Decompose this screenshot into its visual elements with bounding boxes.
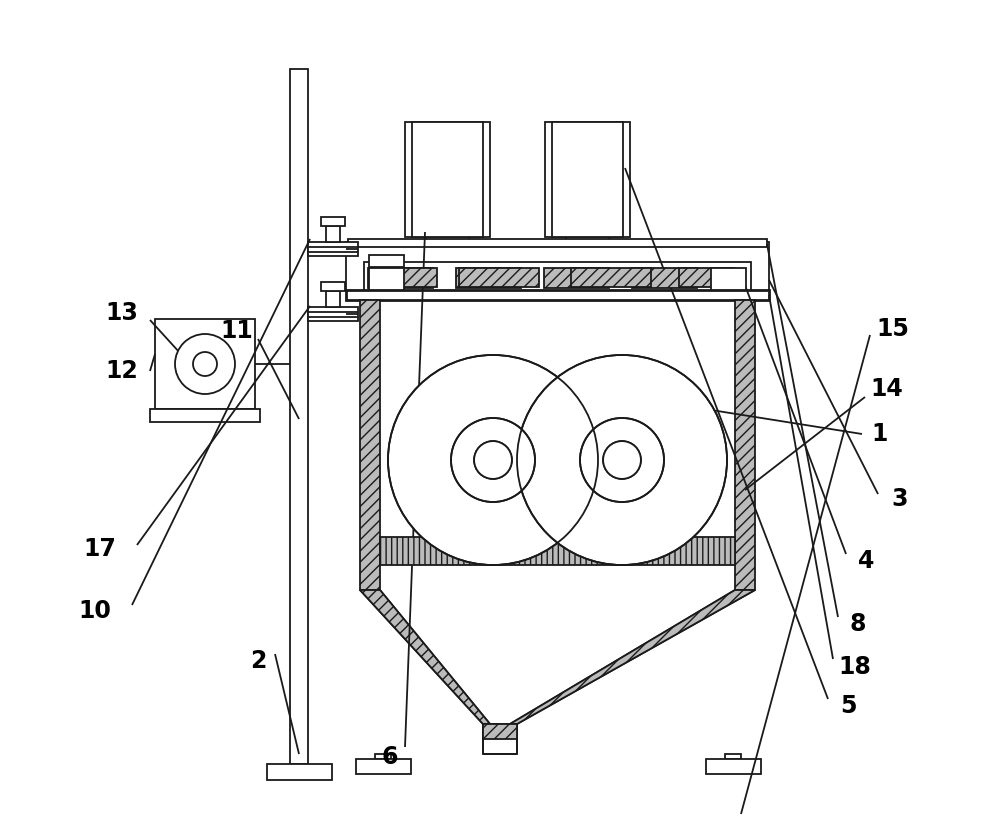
Text: 17: 17 [84, 537, 116, 561]
Bar [483, 724, 517, 754]
Circle shape [517, 355, 727, 565]
Polygon shape [360, 590, 490, 724]
Bar [544, 268, 609, 288]
Text: 5: 5 [840, 694, 856, 718]
Bar [456, 268, 521, 288]
Text: 6: 6 [382, 745, 398, 769]
Bar [412, 122, 483, 237]
Bar [405, 122, 490, 237]
Polygon shape [380, 537, 735, 565]
Bar [706, 759, 761, 774]
Bar [364, 262, 751, 290]
Bar [346, 290, 769, 300]
Bar [150, 409, 260, 422]
Circle shape [451, 418, 535, 502]
Bar [483, 724, 517, 739]
Circle shape [175, 334, 235, 394]
Bar [348, 239, 767, 247]
Circle shape [603, 441, 641, 479]
Bar [369, 268, 437, 287]
Bar [632, 268, 697, 288]
Bar [711, 268, 746, 290]
Text: 11: 11 [221, 319, 253, 343]
Bar [368, 268, 433, 288]
Text: 2: 2 [250, 649, 266, 673]
Bar [459, 268, 539, 287]
Bar [321, 217, 345, 226]
Bar [679, 268, 734, 287]
Circle shape [580, 418, 664, 502]
Bar [369, 255, 404, 267]
Bar [155, 319, 255, 409]
Text: 1: 1 [872, 422, 888, 446]
Bar [308, 307, 358, 321]
Bar [267, 764, 332, 780]
Text: 18: 18 [839, 655, 871, 679]
Text: 15: 15 [877, 317, 909, 341]
Bar [545, 122, 630, 237]
Text: 10: 10 [79, 599, 111, 623]
Bar [552, 122, 623, 237]
Text: 4: 4 [858, 549, 874, 573]
Text: 14: 14 [871, 377, 903, 401]
Bar [326, 226, 340, 242]
Text: 8: 8 [850, 612, 866, 636]
Polygon shape [735, 300, 755, 590]
Polygon shape [360, 300, 380, 590]
Bar [571, 268, 651, 287]
Bar [321, 282, 345, 291]
Circle shape [388, 355, 598, 565]
Bar [375, 754, 391, 759]
Bar [369, 268, 404, 290]
Bar [326, 291, 340, 307]
Text: 12: 12 [106, 359, 138, 383]
Polygon shape [510, 590, 755, 724]
Bar [356, 759, 411, 774]
Bar [290, 69, 308, 764]
Circle shape [193, 352, 217, 376]
Circle shape [474, 441, 512, 479]
Bar [725, 754, 741, 759]
Bar [346, 242, 769, 290]
Bar [308, 242, 358, 256]
Text: 13: 13 [106, 301, 138, 325]
Text: 3: 3 [892, 487, 908, 511]
